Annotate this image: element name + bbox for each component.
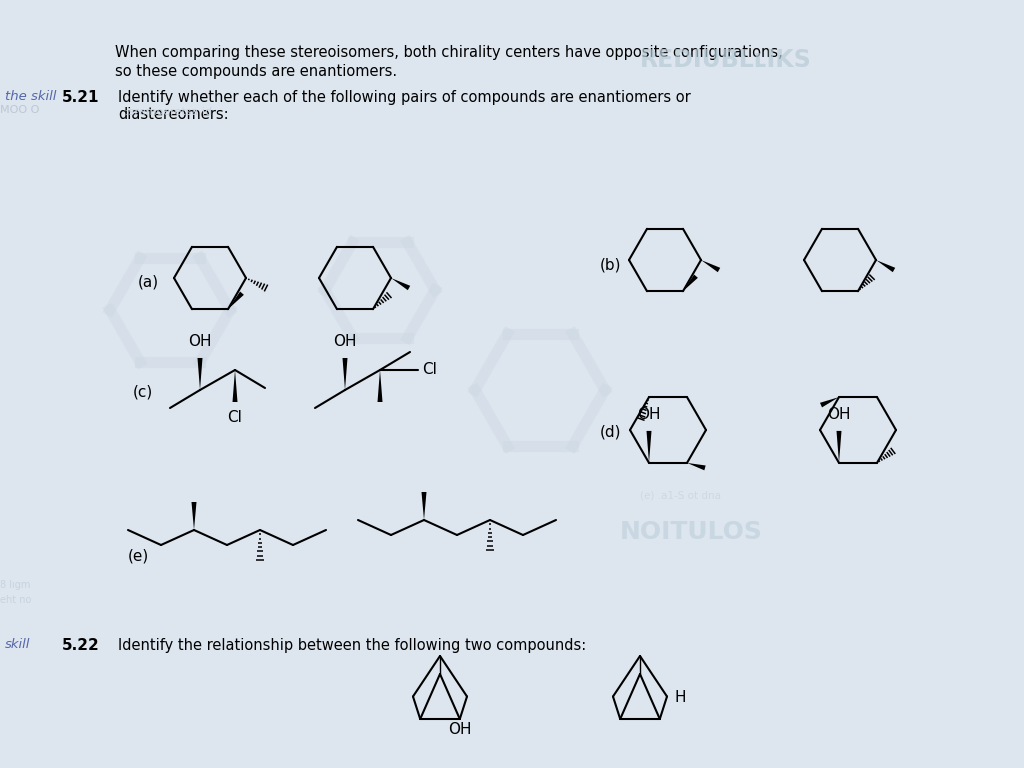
Text: eht no: eht no: [0, 595, 32, 605]
Polygon shape: [646, 431, 651, 463]
Text: (c): (c): [133, 385, 154, 399]
Text: OH: OH: [333, 335, 356, 349]
Text: diastereomers:: diastereomers:: [118, 107, 228, 122]
Text: (a): (a): [138, 274, 159, 290]
Text: OH: OH: [637, 407, 660, 422]
Polygon shape: [422, 492, 427, 520]
Polygon shape: [391, 278, 411, 290]
Text: (e): (e): [128, 548, 150, 564]
Text: H: H: [675, 690, 686, 706]
Polygon shape: [820, 397, 839, 407]
Polygon shape: [378, 370, 383, 402]
Text: Identify the relationship between the following two compounds:: Identify the relationship between the fo…: [118, 638, 587, 653]
Text: 5.22: 5.22: [62, 638, 99, 653]
Text: OH: OH: [827, 407, 851, 422]
Text: REDIUBLʟIKS: REDIUBLʟIKS: [640, 48, 812, 72]
Text: NOITULOS: NOITULOS: [620, 520, 763, 544]
Polygon shape: [701, 260, 720, 272]
Text: (b): (b): [600, 257, 622, 273]
Text: Identify whether each of the following pairs of compounds are enantiomers or: Identify whether each of the following p…: [118, 90, 691, 105]
Polygon shape: [837, 431, 842, 463]
Text: skill: skill: [5, 638, 31, 651]
Text: When comparing these stereoisomers, both chirality centers have opposite configu: When comparing these stereoisomers, both…: [115, 45, 782, 60]
Text: :sremoeretsa id: :sremoeretsa id: [118, 107, 212, 117]
Text: Cl: Cl: [227, 411, 243, 425]
Polygon shape: [191, 502, 197, 530]
Text: 8 lıgm: 8 lıgm: [0, 580, 31, 590]
Text: (e) .a1-S ot dna: (e) .a1-S ot dna: [640, 490, 721, 500]
Text: the skill: the skill: [5, 90, 56, 103]
Polygon shape: [342, 358, 347, 390]
Polygon shape: [232, 370, 238, 402]
Polygon shape: [198, 358, 203, 390]
Text: OH: OH: [449, 722, 471, 737]
Text: 5.21: 5.21: [62, 90, 99, 105]
Text: (d): (d): [600, 425, 622, 439]
Polygon shape: [687, 463, 706, 470]
Text: MOO O: MOO O: [0, 105, 39, 115]
Text: Cl: Cl: [422, 362, 437, 378]
Text: OH: OH: [188, 335, 212, 349]
Polygon shape: [876, 260, 895, 272]
Text: so these compounds are enantiomers.: so these compounds are enantiomers.: [115, 64, 397, 79]
Polygon shape: [683, 274, 698, 291]
Polygon shape: [228, 292, 244, 310]
